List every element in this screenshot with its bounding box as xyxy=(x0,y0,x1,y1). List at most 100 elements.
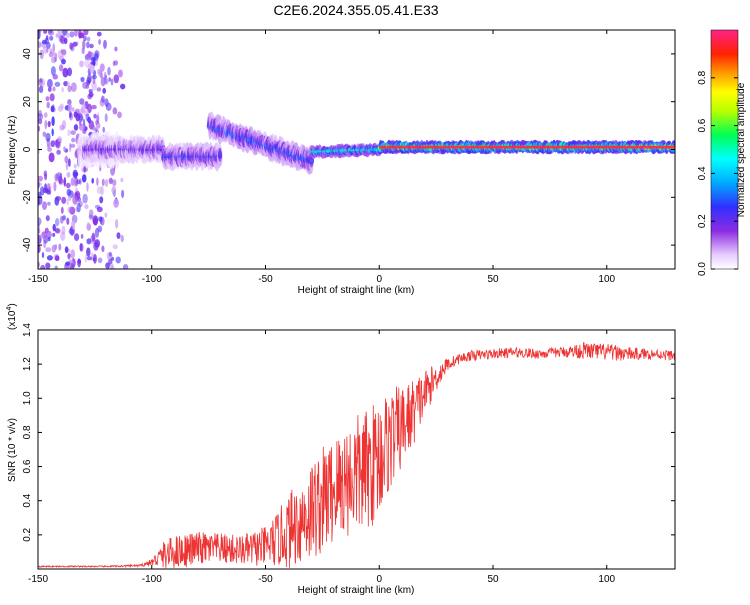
spectrogram-noise-blob xyxy=(86,247,90,256)
spectrogram-noise-blob xyxy=(50,93,55,101)
spectrogram-noise-blob xyxy=(38,192,41,197)
spectrogram-noise-blob xyxy=(67,85,71,92)
spectrogram-noise-blob xyxy=(117,112,122,119)
spectrogram-noise-blob xyxy=(121,235,124,242)
spectrogram-noise-blob xyxy=(38,118,42,124)
spectrogram-noise-blob xyxy=(65,246,69,253)
spectrogram-noise-blob xyxy=(49,153,55,163)
spectrogram-noise-blob xyxy=(55,255,60,261)
spectrogram-noise-blob xyxy=(48,28,53,34)
spectrogram-noise-blob xyxy=(99,196,103,203)
spectrogram-noise-blob xyxy=(89,92,94,97)
spectrogram-noise-blob xyxy=(105,179,108,187)
spectrogram-noise-blob xyxy=(68,206,74,213)
spectrogram-noise-blob xyxy=(79,115,83,120)
spectrogram-noise-blob xyxy=(58,50,62,59)
spectrogram-noise-blob xyxy=(74,233,79,241)
spectrogram-noise-blob xyxy=(42,252,44,258)
colorbar-tick-label: 0.6 xyxy=(697,118,708,132)
spectrogram-noise-blob xyxy=(73,170,78,179)
spectrogram-noise-blob xyxy=(71,82,77,92)
spectrogram-noise-blob xyxy=(87,117,91,123)
spectrogram-noise-blob xyxy=(67,189,72,196)
spectrogram-noise-blob xyxy=(47,102,50,109)
spectrogram-noise-blob xyxy=(39,86,43,93)
spectrogram-noise-blob xyxy=(113,199,119,208)
spectrogram-noise-blob xyxy=(61,49,66,55)
spectrogram-noise-blob xyxy=(121,178,124,182)
spectrogram-xlabel: Height of straight line (km) xyxy=(298,285,415,296)
snr-frame xyxy=(38,330,675,569)
spectrogram-noise-blob xyxy=(67,172,71,178)
spectrogram-xtick-label: -50 xyxy=(258,274,273,285)
spectrogram-noise-blob xyxy=(70,263,74,273)
spectrogram-noise-blob xyxy=(82,47,85,54)
spectrogram-noise-blob xyxy=(45,263,50,269)
spectrogram-noise-blob xyxy=(87,222,90,229)
spectrogram-noise-blob xyxy=(47,79,53,88)
spectrogram-noise-blob xyxy=(97,87,102,91)
spectrogram-noise-blob xyxy=(56,33,60,38)
spectrogram-noise-blob xyxy=(52,104,55,112)
colorbar-tick-label: 0.2 xyxy=(697,214,708,228)
spectrogram-noise-blob xyxy=(51,116,54,126)
spectrogram-noise-blob xyxy=(102,127,105,133)
spectrogram-noise-blob xyxy=(67,67,72,76)
spectrogram-noise-blob xyxy=(76,179,80,184)
spectrogram-noise-blob xyxy=(40,265,45,271)
spectrogram-noise-blob xyxy=(79,61,84,68)
spectrogram-noise-blob xyxy=(72,107,75,112)
spectrogram-noise-blob xyxy=(87,51,91,59)
spectrogram-noise-blob xyxy=(114,74,120,83)
spectrogram-noise-blob xyxy=(54,53,57,63)
spectrogram-trace-cell xyxy=(310,159,313,162)
spectrogram-noise-blob xyxy=(121,190,124,198)
spectrogram-noise-blob xyxy=(39,234,45,239)
spectrogram-noise-blob xyxy=(42,40,47,45)
spectrogram-noise-blob xyxy=(38,110,42,118)
spectrogram-noise-blob xyxy=(67,253,70,259)
spectrogram-noise-blob xyxy=(42,201,47,210)
spectrogram-noise-blob xyxy=(68,158,71,167)
colorbar-tick-label: 0.4 xyxy=(697,166,708,180)
colorbar-gradient xyxy=(711,30,738,269)
spectrogram-noise-blob xyxy=(70,130,76,135)
spectrogram-noise-blob xyxy=(50,48,53,53)
spectrogram-noise-blob xyxy=(114,60,118,65)
spectrogram-noise-blob xyxy=(102,179,105,186)
spectrogram-noise-blob xyxy=(53,182,56,192)
spectrogram-noise-blob xyxy=(98,39,101,45)
spectrogram-noise-blob xyxy=(55,82,61,87)
spectrogram-noise-blob xyxy=(72,195,78,205)
colorbar-tick-label: 0.0 xyxy=(697,262,708,276)
spectrogram-noise-blob xyxy=(108,77,111,82)
spectrogram-noise-blob xyxy=(44,112,48,117)
spectrogram-noise-blob xyxy=(74,164,77,169)
spectrogram-xtick-label: 100 xyxy=(598,274,615,285)
spectrogram-noise-blob xyxy=(104,75,107,85)
spectrogram-noise-blob xyxy=(97,186,103,194)
spectrogram-noise-blob xyxy=(117,232,121,239)
spectrogram-noise-blob xyxy=(105,212,108,217)
spectrogram-noise-blob xyxy=(52,128,54,136)
spectrogram-noise-blob xyxy=(69,228,74,234)
spectrogram-noise-blob xyxy=(84,204,88,209)
spectrogram-noise-blob xyxy=(89,44,94,49)
spectrogram-noise-blob xyxy=(74,27,78,37)
spectrogram-noise-blob xyxy=(91,253,94,261)
colorbar: 0.00.20.40.60.8 Normalized spectral ampl… xyxy=(697,30,747,276)
spectrogram-noise-blob xyxy=(116,257,121,264)
spectrogram-noise-blob xyxy=(95,120,97,125)
spectrogram-noise-blob xyxy=(87,37,91,42)
colorbar-label: Normalized spectral amplitude xyxy=(736,82,747,217)
spectrogram-noise-blob xyxy=(80,243,83,251)
spectrogram-noise-blob xyxy=(86,238,91,244)
spectrogram-noise-blob xyxy=(47,144,51,148)
spectrogram-noise-blob xyxy=(77,203,81,213)
spectrogram-noise-blob xyxy=(77,259,81,264)
spectrogram-noise-blob xyxy=(71,138,75,143)
spectrogram-noise-blob xyxy=(107,67,111,76)
spectrogram-xtick-label: 50 xyxy=(487,274,499,285)
